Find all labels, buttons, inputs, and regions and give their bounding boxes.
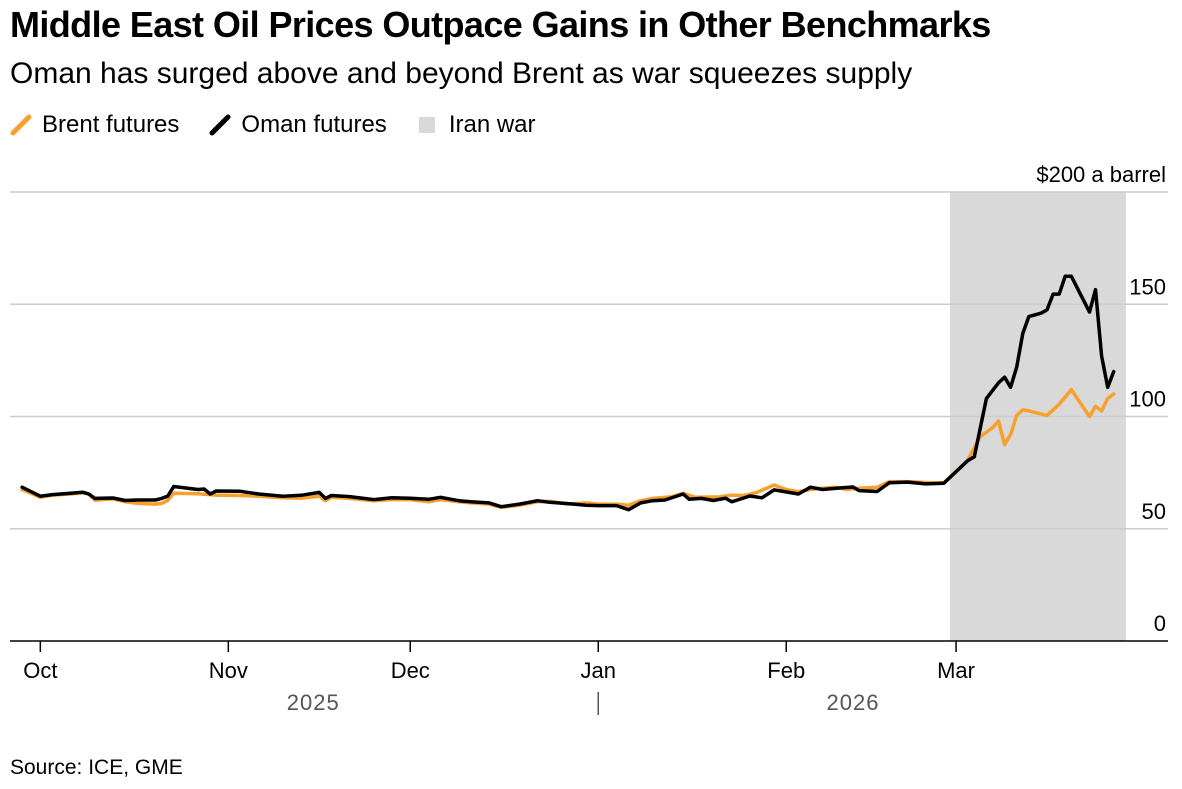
year-label-2026: 2026 <box>826 690 879 715</box>
legend-label-oman: Oman futures <box>241 111 387 138</box>
y-tick-label-100: 100 <box>1129 387 1166 412</box>
legend-item-brent: Brent futures <box>10 111 179 139</box>
legend-item-iran-war: Iran war <box>417 111 536 139</box>
year-label-2025: 2025 <box>287 690 340 715</box>
x-tick-label-mar: Mar <box>937 658 975 683</box>
legend-item-oman: Oman futures <box>209 111 387 139</box>
x-tick-label-dec: Dec <box>391 658 430 683</box>
y-tick-label-50: 50 <box>1142 499 1166 524</box>
chart-area: $200 a barrel 150 100 50 0 Oct Nov Dec Jan Feb Mar… <box>10 162 1168 715</box>
y-tick-label-200: $200 a barrel <box>1036 162 1166 187</box>
legend-label-iran-war: Iran war <box>448 111 536 138</box>
oman-line-icon <box>209 114 231 136</box>
legend-label-brent: Brent futures <box>42 111 180 138</box>
series-line-brent <box>20 387 1116 510</box>
x-tick-label-nov: Nov <box>209 658 248 683</box>
chart-title: Middle East Oil Prices Outpace Gains in … <box>10 4 991 45</box>
x-tick-label-oct: Oct <box>23 658 57 683</box>
shaded-box-icon <box>418 117 435 133</box>
brent-line-icon <box>10 114 32 136</box>
chart-subtitle: Oman has surged above and beyond Brent a… <box>10 57 913 90</box>
legend: Brent futures Oman futures Iran war <box>10 110 566 140</box>
x-tick-label-feb: Feb <box>767 658 805 683</box>
y-tick-label-0: 0 <box>1154 611 1166 636</box>
x-tick-label-jan: Jan <box>581 658 616 683</box>
source-note: Source: ICE, GME <box>10 756 183 779</box>
y-tick-label-150: 150 <box>1129 274 1166 299</box>
series-line-oman <box>20 274 1116 512</box>
